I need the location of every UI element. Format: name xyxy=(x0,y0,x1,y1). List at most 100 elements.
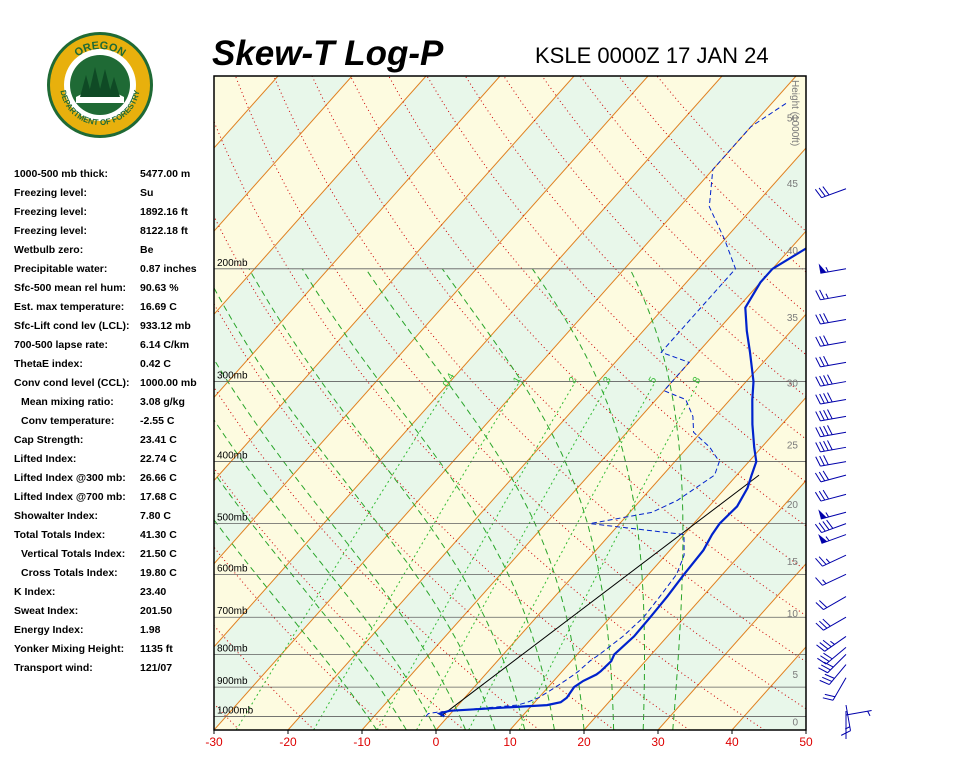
barb-flag xyxy=(822,639,832,648)
index-value: 23.40 xyxy=(140,586,167,598)
barb-shaft xyxy=(820,319,847,325)
isotherm-line xyxy=(0,76,130,730)
moist-adiabat xyxy=(629,268,684,730)
barb-flag xyxy=(823,652,833,660)
barb-flag xyxy=(824,693,836,698)
barb-shaft xyxy=(820,474,847,483)
barb-shaft xyxy=(827,654,847,674)
index-label: Est. max temperature: xyxy=(14,301,125,313)
barb-flag xyxy=(815,357,821,368)
wind-barb xyxy=(815,554,847,567)
skewt-plot-area: 1000mb 900mb 800mb 700mb 600mb 500mb 400mb 300m… xyxy=(0,76,806,730)
barb-pennant xyxy=(818,534,828,544)
index-value: 1000.00 mb xyxy=(140,377,197,389)
barb-pennant xyxy=(818,509,827,520)
barb-flag xyxy=(822,618,831,627)
index-value: 121/07 xyxy=(140,662,173,674)
barb-flag xyxy=(823,455,829,465)
pressure-label: 600mb xyxy=(217,563,248,574)
logo-top-text: OREGON xyxy=(72,40,127,60)
wind-barb xyxy=(818,534,847,544)
pressure-label: 1000mb xyxy=(217,705,254,716)
wind-barb xyxy=(815,313,847,325)
barb-flag xyxy=(823,375,829,385)
mixing-ratio-label: 2 xyxy=(567,375,580,386)
index-label: Sweat Index: xyxy=(14,605,79,617)
index-label: Wetbulb zero: xyxy=(14,244,84,256)
barb-flag xyxy=(815,394,821,405)
x-tick-label: 0 xyxy=(433,735,440,749)
wind-barb xyxy=(815,425,847,438)
barb-shaft xyxy=(820,399,847,405)
wind-barb xyxy=(815,573,847,586)
barb-flag xyxy=(819,441,825,452)
barb-flag xyxy=(819,313,825,324)
index-value: 1892.16 ft xyxy=(140,206,188,218)
wind-barb xyxy=(818,509,847,520)
index-row: K Index: 23.40 xyxy=(14,586,219,605)
barb-flag xyxy=(819,620,828,629)
x-tick-label: 40 xyxy=(725,735,739,749)
index-row: Freezing level: 8122.18 ft xyxy=(14,225,219,244)
height-tick-label: 40 xyxy=(787,246,799,257)
barb-flag xyxy=(818,667,828,674)
index-label: Yonker Mixing Height: xyxy=(14,643,125,655)
index-row: Sweat Index: 201.50 xyxy=(14,605,219,624)
pressure-label: 900mb xyxy=(217,676,248,687)
barb-flag xyxy=(816,644,826,652)
barb-flag xyxy=(814,472,822,483)
barb-flag xyxy=(815,314,821,325)
index-label: 700-500 lapse rate: xyxy=(14,339,108,351)
index-label: Conv temperature: xyxy=(21,415,115,427)
wind-barb xyxy=(814,489,847,502)
isotherm-line xyxy=(287,147,806,730)
barb-flag xyxy=(819,600,828,608)
height-tick-label: 45 xyxy=(787,179,799,190)
index-value: 41.30 C xyxy=(140,529,177,541)
barb-shaft xyxy=(820,461,847,467)
wind-barb xyxy=(815,355,847,368)
oregon-forestry-logo: OREGON DEPARTMENT OF FORESTRY xyxy=(47,32,153,138)
barb-flag xyxy=(821,664,831,671)
x-tick-label: 50 xyxy=(799,735,813,749)
index-value: 26.66 C xyxy=(140,472,177,484)
barb-flag xyxy=(822,186,830,196)
barb-flag xyxy=(822,676,833,682)
index-label: 1000-500 mb thick: xyxy=(14,168,108,180)
isotherm-band xyxy=(214,76,806,730)
x-tick-label: 30 xyxy=(651,735,665,749)
height-tick-label: 50 xyxy=(787,113,799,124)
index-value: 933.12 mb xyxy=(140,320,191,332)
moist-adiabat xyxy=(531,268,645,730)
wind-barb xyxy=(818,263,847,274)
index-value: Su xyxy=(140,187,154,199)
index-row: 700-500 lapse rate: 6.14 C/km xyxy=(14,339,219,358)
wind-barb xyxy=(822,677,847,701)
barb-flag xyxy=(827,440,833,450)
barb-flag xyxy=(815,442,821,453)
wind-barb xyxy=(814,186,847,199)
barb-flag xyxy=(822,489,830,500)
barb-pennant xyxy=(818,263,827,274)
barb-flag xyxy=(818,471,826,482)
barb-shaft xyxy=(821,523,847,534)
index-value: 0.87 inches xyxy=(140,263,197,275)
height-tick-label: 20 xyxy=(787,500,799,511)
index-row: Wetbulb zero: Be xyxy=(14,244,219,263)
index-label: Vertical Totals Index: xyxy=(21,548,126,560)
barb-flag xyxy=(814,491,822,502)
barb-shaft xyxy=(821,534,847,544)
barb-flag xyxy=(818,522,826,532)
mixing-ratio-label: 5 xyxy=(647,375,660,386)
barb-half-flag xyxy=(867,710,871,717)
chart-title: Skew-T Log-P xyxy=(212,34,444,73)
barb-shaft xyxy=(820,294,847,301)
index-label: Freezing level: xyxy=(14,206,87,218)
isotherm-line xyxy=(214,76,797,730)
index-label: Mean mixing ratio: xyxy=(21,396,114,408)
index-label: Sfc-500 mean rel hum: xyxy=(14,282,127,294)
wind-barb xyxy=(845,710,872,717)
index-label: Transport wind: xyxy=(14,662,93,674)
index-row: Freezing level: Su xyxy=(14,187,219,206)
index-label: Lifted Index @300 mb: xyxy=(14,472,126,484)
